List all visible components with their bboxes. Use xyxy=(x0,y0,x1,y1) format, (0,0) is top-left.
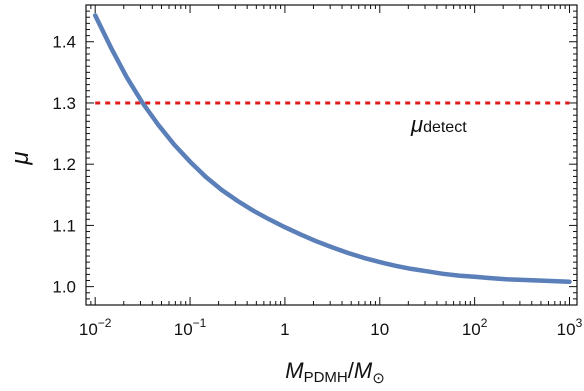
x-axis-label: MPDMH/M⊙ xyxy=(285,358,385,387)
x-tick-label: 10 xyxy=(370,320,389,339)
x-tick-label: 10−2 xyxy=(79,316,112,339)
y-tick-label: 1.4 xyxy=(52,33,76,52)
plot-frame xyxy=(85,4,578,306)
x-tick-label: 102 xyxy=(462,316,488,339)
y-tick-labels: 1.0 1.1 1.2 1.3 1.4 xyxy=(52,33,76,297)
x-tick-label: 1 xyxy=(280,320,289,339)
series-line xyxy=(92,13,572,284)
series-layer xyxy=(92,13,572,284)
y-tick-label: 1.3 xyxy=(52,94,76,113)
threshold-label: μdetect xyxy=(410,112,467,137)
y-tick-label: 1.1 xyxy=(52,216,76,235)
x-tick-labels: 10−2 10−1 1 10 102 103 xyxy=(79,316,583,339)
axis-ticks xyxy=(85,4,577,306)
x-tick-label: 103 xyxy=(557,316,583,339)
y-tick-label: 1.0 xyxy=(52,278,76,297)
y-tick-label: 1.2 xyxy=(52,155,76,174)
x-tick-label: 10−1 xyxy=(174,316,207,339)
y-axis-label: μ xyxy=(7,151,34,165)
